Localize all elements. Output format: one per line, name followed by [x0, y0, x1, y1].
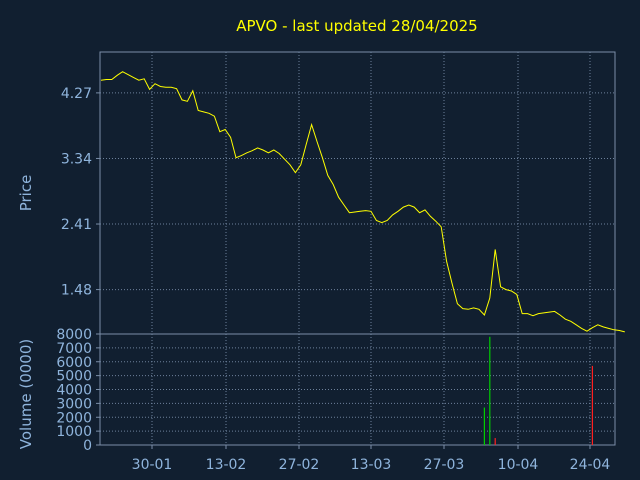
volume-y-tick-label: 1000 — [56, 424, 92, 440]
volume-y-tick-label: 6000 — [56, 355, 92, 371]
volume-y-tick-label: 5000 — [56, 369, 92, 385]
volume-axis-label: Volume (0000) — [17, 339, 35, 449]
volume-y-tick-label: 4000 — [56, 383, 92, 399]
price-y-tick-label: 4.27 — [61, 86, 92, 102]
volume-y-tick-label: 7000 — [56, 341, 92, 357]
volume-y-tick-label: 2000 — [56, 410, 92, 426]
volume-plot-frame — [99, 333, 616, 446]
volume-y-tick-label: 8000 — [56, 327, 92, 343]
volume-y-tick-label: 3000 — [56, 396, 92, 412]
x-ticks: 30-01 13-02 27-02 13-03 27-03 10-04 24-04 — [132, 445, 611, 473]
price-y-tick-label: 3.34 — [61, 151, 92, 167]
x-tick-label: 10-04 — [498, 457, 539, 473]
x-tick-label: 30-01 — [132, 457, 173, 473]
price-plot-frame — [99, 51, 616, 335]
x-tick-label: 27-02 — [279, 457, 320, 473]
price-grid — [100, 52, 615, 334]
volume-bars — [483, 336, 594, 445]
price-y-tick-label: 1.48 — [61, 283, 92, 299]
price-panel: 4.27 3.34 2.41 1.48 Price — [17, 51, 625, 335]
x-tick-label: 13-02 — [206, 457, 247, 473]
price-line — [100, 71, 625, 333]
chart-title: APVO - last updated 28/04/2025 — [236, 17, 477, 35]
x-tick-label: 13-03 — [351, 457, 392, 473]
volume-grid — [100, 334, 615, 445]
price-axis-label: Price — [17, 175, 35, 212]
x-tick-label: 24-04 — [570, 457, 611, 473]
volume-y-tick-label: 0 — [83, 438, 92, 454]
price-y-tick-label: 2.41 — [61, 217, 92, 233]
x-tick-label: 27-03 — [424, 457, 465, 473]
price-y-ticks: 4.27 3.34 2.41 1.48 — [61, 86, 100, 299]
